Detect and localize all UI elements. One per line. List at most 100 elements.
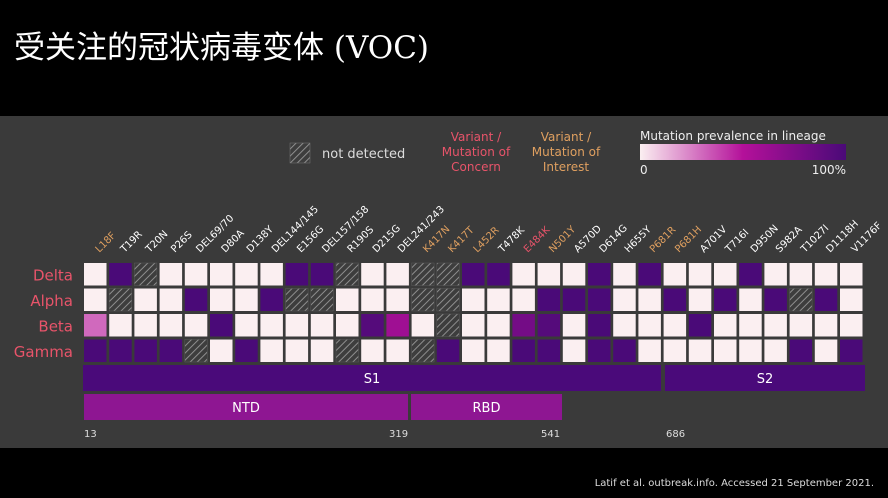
domain-bar xyxy=(83,365,661,391)
heatmap-cell xyxy=(361,288,384,311)
heatmap-cell xyxy=(663,263,687,286)
heatmap-cell xyxy=(411,262,435,286)
heatmap-cell xyxy=(184,339,208,363)
heatmap-cell xyxy=(638,288,661,311)
heatmap-cell xyxy=(714,288,737,311)
column-label: T478K xyxy=(496,225,527,256)
heatmap-cell xyxy=(285,339,309,362)
heatmap-cell xyxy=(235,288,258,311)
heatmap-cell xyxy=(663,288,687,311)
voc-legend-line2: Mutation of xyxy=(442,145,511,159)
heatmap-cell xyxy=(361,339,384,362)
heatmap-cell xyxy=(260,263,283,286)
heatmap-cell xyxy=(235,263,258,286)
heatmap-cell xyxy=(210,339,233,362)
heatmap-cell xyxy=(764,314,787,337)
heatmap-cell xyxy=(663,339,687,362)
heatmap-cell xyxy=(840,263,863,286)
heatmap-cell xyxy=(537,288,561,311)
heatmap-cell xyxy=(386,288,409,311)
row-label: Delta xyxy=(33,266,73,284)
domain-bar xyxy=(411,394,562,420)
heatmap-cell xyxy=(310,339,334,362)
heatmap-cell xyxy=(562,288,586,311)
column-label: L452R xyxy=(472,225,502,255)
heatmap-cell xyxy=(134,314,157,337)
heatmap-cell xyxy=(285,314,309,337)
heatmap-cell xyxy=(562,339,586,362)
row-label: Alpha xyxy=(30,292,73,310)
heatmap-cell xyxy=(310,314,334,337)
prevalence-legend-title: Mutation prevalence in lineage xyxy=(640,129,826,143)
heatmap-cell xyxy=(840,339,863,362)
heatmap-cell xyxy=(134,262,158,286)
heatmap-cell xyxy=(562,314,586,337)
prevalence-max-label: 100% xyxy=(812,163,846,177)
not-detected-swatch xyxy=(289,142,311,164)
prevalence-gradient xyxy=(640,144,846,160)
citation: Latif et al. outbreak.info. Accessed 21 … xyxy=(594,478,874,489)
heatmap-cell xyxy=(335,262,359,286)
heatmap-cell xyxy=(789,263,813,286)
heatmap-cell xyxy=(134,339,157,362)
column-label: H655Y xyxy=(623,224,655,256)
heatmap-cell xyxy=(159,314,183,337)
column-label: T1027I xyxy=(798,223,831,256)
heatmap-cell xyxy=(663,314,687,337)
column-label: K417T xyxy=(446,224,477,255)
domain-label: NTD xyxy=(232,401,260,416)
domain-bar xyxy=(84,394,408,420)
heatmap-cell xyxy=(789,314,813,337)
voc-legend-line1: Variant / xyxy=(451,130,502,144)
column-label: T20N xyxy=(143,229,170,256)
not-detected-label: not detected xyxy=(322,147,405,162)
heatmap-cell xyxy=(260,288,283,311)
heatmap-cell xyxy=(613,263,636,286)
heatmap-cell xyxy=(436,288,460,312)
column-label: N501Y xyxy=(547,224,579,256)
heatmap-cell xyxy=(109,314,132,337)
heatmap-cell xyxy=(739,263,762,286)
heatmap-cell xyxy=(739,288,762,311)
heatmap-cell xyxy=(108,288,132,312)
heatmap-cell xyxy=(260,339,283,362)
heatmap-cell xyxy=(814,339,838,362)
heatmap-cell xyxy=(739,339,762,362)
heatmap-cell xyxy=(588,288,611,311)
heatmap-cell xyxy=(638,314,661,337)
heatmap-cell xyxy=(361,314,384,337)
heatmap-cell xyxy=(84,314,107,337)
domain-label: RBD xyxy=(473,401,501,416)
heatmap-cell xyxy=(159,339,183,362)
heatmap-cell xyxy=(487,314,510,337)
column-label: L18F xyxy=(94,230,119,255)
position-label: 13 xyxy=(84,429,97,440)
heatmap-cell xyxy=(789,339,813,362)
heatmap-cell xyxy=(386,339,409,362)
heatmap-cell xyxy=(310,288,334,312)
heatmap-cell xyxy=(411,314,435,337)
column-label: P681H xyxy=(673,224,704,255)
domain-bar xyxy=(665,365,865,391)
heatmap-cell xyxy=(361,263,384,286)
heatmap-cell xyxy=(109,263,132,286)
heatmap-cell xyxy=(487,263,510,286)
prevalence-min-label: 0 xyxy=(640,163,648,177)
domain-label: S1 xyxy=(364,372,381,387)
heatmap-cell xyxy=(588,263,611,286)
heatmap-cell xyxy=(487,288,510,311)
column-label: E484K xyxy=(522,224,553,255)
heatmap-cell xyxy=(764,288,787,311)
heatmap-cell xyxy=(714,263,737,286)
heatmap-cell xyxy=(537,263,561,286)
heatmap-cell xyxy=(840,314,863,337)
heatmap-cell xyxy=(512,314,535,337)
voi-legend-line3: Interest xyxy=(543,160,590,174)
heatmap-cell xyxy=(688,314,712,337)
heatmap-cell xyxy=(335,339,359,363)
domain-label: S2 xyxy=(757,372,774,387)
heatmap-cell xyxy=(688,263,712,286)
row-label: Gamma xyxy=(14,343,73,361)
heatmap-cell xyxy=(210,314,233,337)
